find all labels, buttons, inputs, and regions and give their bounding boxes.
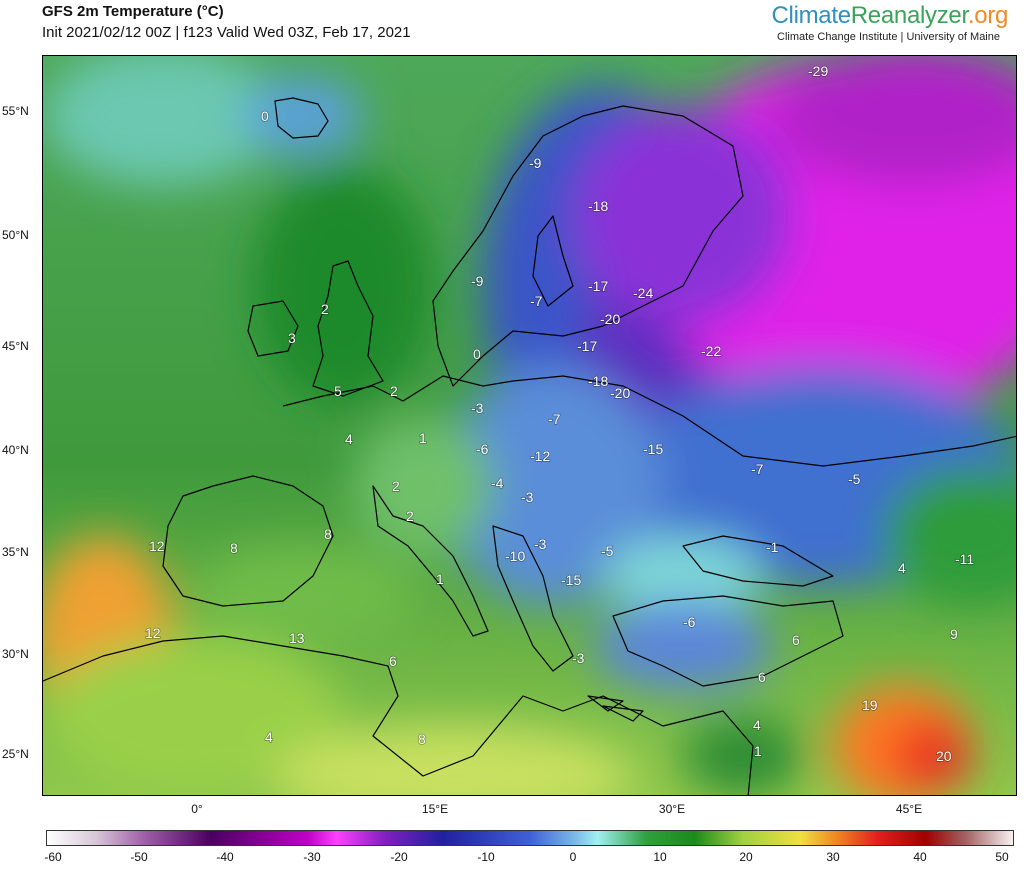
temp-label: 8 [324, 526, 332, 542]
colorbar-tick: -20 [390, 850, 408, 864]
temp-label: -20 [610, 385, 630, 401]
temp-label: -7 [530, 293, 543, 309]
temp-label: 13 [289, 630, 305, 646]
temp-label: -24 [633, 285, 653, 301]
colorbar-tick: -30 [303, 850, 321, 864]
temp-label: 2 [390, 383, 398, 399]
temp-label: -6 [683, 614, 696, 630]
temp-label: 6 [389, 653, 397, 669]
temp-label: -5 [601, 543, 614, 559]
temp-label: 1 [754, 743, 762, 759]
temp-label: 4 [898, 560, 906, 576]
coastlines [43, 97, 1016, 795]
lon-tick: 0° [191, 802, 203, 816]
colorbar [46, 830, 1014, 846]
map-subtitle: Init 2021/02/12 00Z | f123 Valid Wed 03Z… [42, 24, 411, 41]
lat-tick: 40°N [2, 443, 29, 457]
brand-part-2: Reanalyzer [850, 2, 968, 29]
lon-tick: 30°E [658, 802, 686, 816]
temp-label: -1 [766, 539, 779, 555]
temp-label: 2 [321, 301, 329, 317]
brand-part-3: .org [967, 2, 1008, 29]
colorbar-tick: 50 [995, 850, 1009, 864]
temp-label: 4 [345, 431, 353, 447]
temp-label: -10 [505, 548, 525, 564]
temp-label: -22 [701, 343, 721, 359]
temp-label: 12 [145, 625, 161, 641]
temp-label: -7 [548, 411, 561, 427]
temp-label: 8 [418, 731, 426, 747]
temp-label: 0 [261, 108, 269, 124]
lat-tick: 45°N [2, 339, 29, 353]
lat-tick: 30°N [2, 647, 29, 661]
temp-label: 20 [936, 748, 952, 764]
temp-label: 19 [862, 697, 878, 713]
temp-label: -3 [572, 650, 585, 666]
temp-label: 4 [753, 717, 761, 733]
colorbar-tick: -40 [216, 850, 234, 864]
temp-label: -18 [588, 373, 608, 389]
temp-label: 5 [334, 383, 342, 399]
colorbar-tick: 10 [653, 850, 667, 864]
temp-label: -9 [471, 273, 484, 289]
temp-label: -3 [534, 536, 547, 552]
colorbar-tick: 40 [913, 850, 927, 864]
colorbar-tick: -60 [44, 850, 62, 864]
lat-tick: 25°N [2, 747, 29, 761]
temp-label: -3 [471, 400, 484, 416]
temp-label: -3 [521, 489, 534, 505]
colorbar-tick: 0 [569, 850, 577, 864]
lon-tick: 45°E [895, 802, 923, 816]
temp-label: -18 [588, 198, 608, 214]
colorbar-tick: 30 [826, 850, 840, 864]
temperature-map: -29 0 -9 -18 -9 -17 -24 -7 -20 2 3 -17 -… [42, 55, 1017, 796]
map-title: GFS 2m Temperature (°C) [42, 3, 224, 20]
temp-label: 9 [950, 626, 958, 642]
lat-tick: 55°N [2, 104, 29, 118]
temp-label: 1 [419, 430, 427, 446]
temp-label: -15 [643, 441, 663, 457]
temp-label: -17 [577, 338, 597, 354]
temp-label: -7 [751, 461, 764, 477]
lon-tick: 15°E [421, 802, 449, 816]
temp-label: -17 [588, 278, 608, 294]
lat-tick: 50°N [2, 228, 29, 242]
temp-label: -15 [561, 572, 581, 588]
temp-label: 4 [265, 729, 273, 745]
temp-label: 2 [392, 478, 400, 494]
colorbar-tick: 20 [739, 850, 753, 864]
map-svg: -29 0 -9 -18 -9 -17 -24 -7 -20 2 3 -17 -… [43, 56, 1016, 795]
temp-label: -4 [491, 475, 504, 491]
temp-label: 8 [230, 540, 238, 556]
temp-label: -9 [529, 155, 542, 171]
temp-label: 6 [792, 632, 800, 648]
brand-subtitle: Climate Change Institute | University of… [777, 31, 1000, 43]
colorbar-tick: -50 [130, 850, 148, 864]
temp-label: -6 [476, 441, 489, 457]
temp-label: 2 [406, 508, 414, 524]
temp-label: -20 [600, 311, 620, 327]
temp-label: 0 [473, 346, 481, 362]
temp-label: 1 [436, 571, 444, 587]
temp-label: -29 [808, 63, 828, 79]
temp-label: 12 [149, 538, 165, 554]
lat-tick: 35°N [2, 545, 29, 559]
colorbar-tick: -10 [477, 850, 495, 864]
temp-label: -12 [530, 448, 550, 464]
temp-label: -11 [955, 551, 974, 567]
temp-label: -5 [848, 471, 861, 487]
temp-label: 3 [288, 330, 296, 346]
brand-part-1: Climate [771, 2, 852, 29]
temperature-labels: -29 0 -9 -18 -9 -17 -24 -7 -20 2 3 -17 -… [144, 62, 975, 765]
brand-logo[interactable]: ClimateReanalyzer.org [772, 2, 1009, 30]
temp-label: 6 [758, 669, 766, 685]
